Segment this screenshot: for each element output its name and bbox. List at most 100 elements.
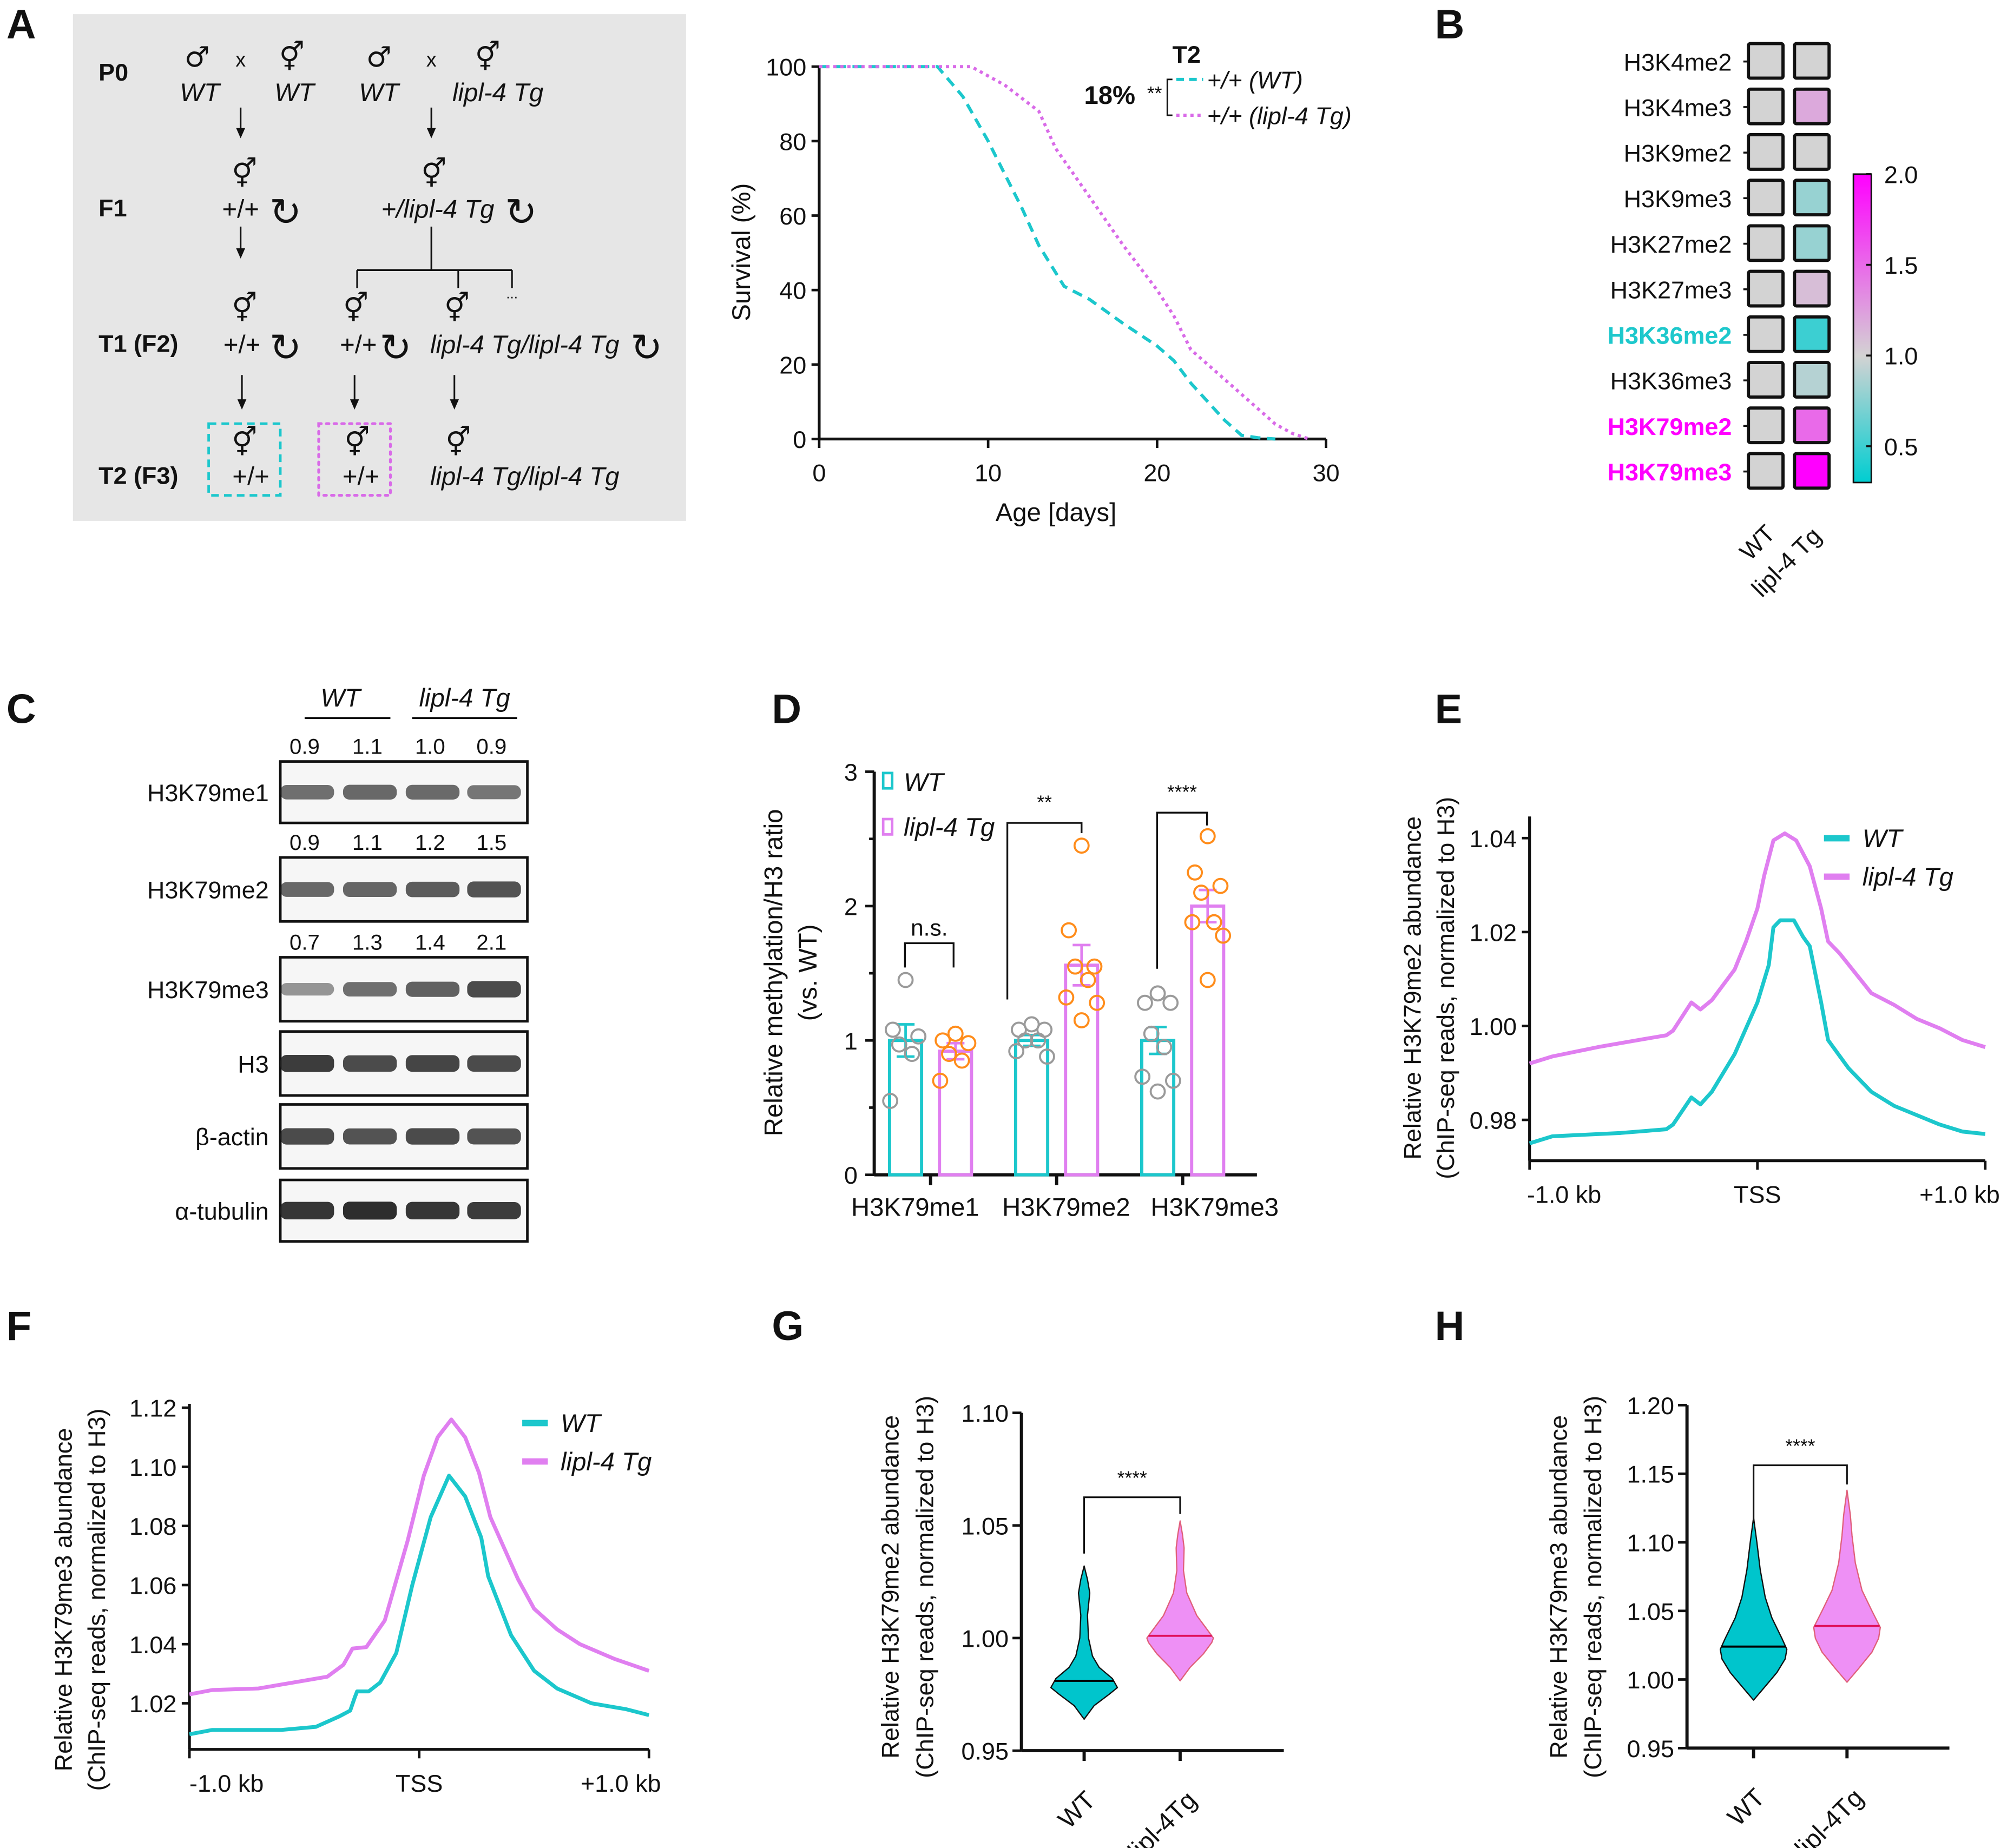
significance-bracket xyxy=(1156,811,1208,969)
data-point xyxy=(910,1028,927,1045)
heatmap-row-label: H3K9me2 xyxy=(1624,140,1732,167)
x-tick-label: 20 xyxy=(1143,459,1170,487)
band-quantification: 1.1 xyxy=(352,830,383,855)
blot-row-label: H3 xyxy=(238,1050,268,1078)
blot-band xyxy=(343,1128,397,1145)
significance-bracket xyxy=(1006,822,1083,1000)
y-tick-label: 0 xyxy=(844,1161,858,1189)
y-tick-label: 60 xyxy=(779,202,806,230)
series-line-0 xyxy=(819,65,1276,441)
hermaphrodite-symbol: ⚥ xyxy=(232,157,257,190)
heatmap-cell xyxy=(1793,269,1831,308)
self-fertilization-icon: ↻ xyxy=(379,325,411,370)
legend-label: WT xyxy=(1863,824,1904,853)
y-axis-label-2: (ChIP-seq reads, normalized to H3) xyxy=(911,1396,938,1778)
arrow-down-icon xyxy=(426,128,436,138)
cross-symbol: x xyxy=(235,49,246,71)
y-tick-label: 100 xyxy=(766,54,806,81)
x-tick-label: +1.0 kb xyxy=(581,1770,661,1797)
y-tick-label: 1.00 xyxy=(961,1625,1008,1652)
legend-swatch-tg xyxy=(881,817,894,836)
x-tick-label: lipl-4Tg xyxy=(1123,1786,1202,1848)
blot-band xyxy=(343,784,397,800)
colorbar-tick-label: 2.0 xyxy=(1884,161,1918,188)
blot-band xyxy=(405,1202,460,1220)
panel-label-D: D xyxy=(772,687,801,732)
t1-genotype: lipl-4 Tg/lipl-4 Tg xyxy=(430,331,620,359)
y-tick-label: 0.95 xyxy=(961,1738,1008,1765)
blot-band xyxy=(467,1128,521,1145)
blot-band xyxy=(280,1202,334,1220)
heatmap-cell xyxy=(1747,133,1785,171)
hermaphrodite-symbol: ⚥ xyxy=(445,426,471,459)
data-point xyxy=(932,1072,949,1089)
panel-label-F: F xyxy=(6,1303,31,1349)
y-axis-label-2: (ChIP-seq reads, normalized to H3) xyxy=(83,1409,110,1791)
violin xyxy=(1050,1565,1118,1720)
series-line-1 xyxy=(819,65,1310,441)
x-tick-label: -1.0 kb xyxy=(189,1770,264,1797)
chart-A: 0 20 40 60 80 100 0 10 20 30 Age [days] Survival (%… xyxy=(727,41,1352,527)
y-axis-label-2: (vs. WT) xyxy=(794,925,822,1021)
band-quantification: 1.0 xyxy=(415,734,445,758)
heatmap-row-label: H3K9me3 xyxy=(1624,185,1732,213)
t2-genotype: +/+ xyxy=(343,463,379,491)
cross-symbol: x xyxy=(426,49,437,71)
y-tick-label: 20 xyxy=(779,351,806,379)
blot-band xyxy=(280,882,334,897)
blot-band xyxy=(280,1128,334,1145)
heatmap-cell xyxy=(1747,269,1785,308)
chart-G: 0.95 1.00 1.05 1.10 WT lipl-4Tg **** Relative H… xyxy=(877,1396,1284,1848)
blot-row-label: β-actin xyxy=(195,1123,269,1151)
heatmap-cell xyxy=(1747,42,1785,80)
p0-genotype: WT xyxy=(180,78,221,107)
generation-label: F1 xyxy=(98,194,127,222)
legend-label: lipl-4 Tg xyxy=(561,1448,652,1476)
data-point xyxy=(1073,1012,1090,1028)
legend-label-tg: +/+ (lipl-4 Tg) xyxy=(1207,102,1352,130)
legend-swatch-wt xyxy=(881,771,894,790)
x-axis-label: Age [days] xyxy=(996,498,1116,527)
y-tick-label: 1.08 xyxy=(129,1513,176,1540)
x-tick-label: 30 xyxy=(1313,459,1340,487)
t2-genotype: +/+ xyxy=(232,463,269,491)
t1-genotype: +/+ xyxy=(340,331,377,359)
blot-band xyxy=(467,881,521,897)
arrow-down-icon xyxy=(350,399,359,410)
t1-genotype: +/+ xyxy=(223,331,260,359)
blot-band xyxy=(405,981,460,997)
heatmap-row-label: H3K36me2 xyxy=(1608,322,1732,349)
series-line-0 xyxy=(1529,918,1986,1145)
panel-label-H: H xyxy=(1435,1303,1465,1349)
y-tick-label: 40 xyxy=(779,277,806,305)
band-quantification: 0.9 xyxy=(289,830,320,855)
data-point xyxy=(960,1035,977,1052)
heatmap-cell xyxy=(1793,179,1831,217)
heatmap-row-label: H3K27me2 xyxy=(1610,230,1732,258)
self-fertilization-icon: ↻ xyxy=(269,325,301,370)
data-point xyxy=(1143,1025,1160,1042)
generation-label: T2 (F3) xyxy=(98,461,178,489)
significance-label: **** xyxy=(1785,1435,1815,1457)
legend-label-wt: WT xyxy=(904,768,945,797)
hermaphrodite-symbol: ⚥ xyxy=(232,292,257,325)
y-tick-label: 1.06 xyxy=(129,1572,176,1599)
hermaphrodite-symbol: ⚥ xyxy=(421,157,446,190)
data-point xyxy=(1134,1068,1151,1085)
hermaphrodite-symbol: ⚥ xyxy=(343,292,369,325)
violin xyxy=(1719,1517,1788,1701)
heatmap-cell xyxy=(1747,406,1785,445)
data-point xyxy=(935,1032,951,1049)
wt-t2-highlight-box xyxy=(207,422,282,497)
heatmap-row-label: H3K36me3 xyxy=(1610,367,1732,395)
data-point xyxy=(1058,989,1075,1006)
y-tick-label: 1.04 xyxy=(129,1631,176,1659)
blot-band xyxy=(343,1202,397,1220)
data-point xyxy=(904,1046,920,1062)
heatmap: H3K4me2 H3K4me3 H3K9me2 H3K9me3 H3K27me2 H3K2… xyxy=(1608,42,1918,602)
bar xyxy=(1140,1039,1176,1177)
x-tick-label: +1.0 kb xyxy=(1919,1181,2000,1209)
x-tick-label: H3K79me1 xyxy=(851,1193,979,1222)
male-symbol: ♂ xyxy=(185,41,210,74)
